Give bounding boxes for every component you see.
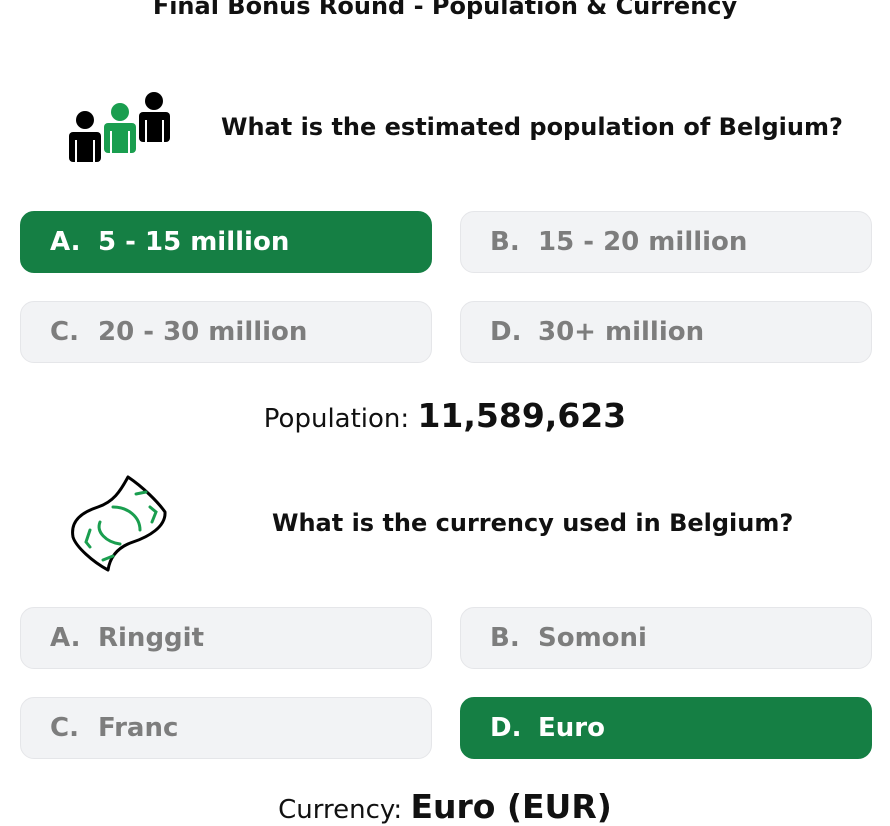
option-a[interactable]: A. 5 - 15 million xyxy=(20,211,432,273)
option-a[interactable]: A. Ringgit xyxy=(20,607,432,669)
page-title: Final Bonus Round - Population & Currenc… xyxy=(152,0,738,20)
people-icon xyxy=(66,90,176,169)
currency-result: Currency: Euro (EUR) xyxy=(0,787,890,826)
option-label: 15 - 20 million xyxy=(538,227,748,257)
option-letter: A. xyxy=(50,623,81,653)
option-letter: B. xyxy=(490,227,520,257)
population-result: Population: 11,589,623 xyxy=(0,396,890,435)
option-letter: D. xyxy=(490,317,522,347)
result-label: Population: xyxy=(263,404,410,434)
option-label: Somoni xyxy=(538,623,647,653)
option-label: Franc xyxy=(98,713,179,743)
result-label: Currency: xyxy=(278,795,403,825)
option-letter: C. xyxy=(50,713,79,743)
option-c[interactable]: C. Franc xyxy=(20,697,432,759)
option-b[interactable]: B. Somoni xyxy=(460,607,872,669)
option-letter: C. xyxy=(50,317,79,347)
option-d[interactable]: D. Euro xyxy=(460,697,872,759)
option-label: 5 - 15 million xyxy=(98,227,290,257)
question-text: What is the estimated population of Belg… xyxy=(221,113,843,141)
option-label: Euro xyxy=(538,713,605,743)
result-value: Euro (EUR) xyxy=(410,787,612,826)
question-text: What is the currency used in Belgium? xyxy=(272,509,794,537)
banknote-icon xyxy=(68,472,172,578)
option-letter: A. xyxy=(50,227,81,257)
option-letter: B. xyxy=(490,623,520,653)
option-letter: D. xyxy=(490,713,522,743)
result-value: 11,589,623 xyxy=(417,396,627,435)
option-label: 20 - 30 million xyxy=(98,317,308,347)
option-d[interactable]: D. 30+ million xyxy=(460,301,872,363)
option-b[interactable]: B. 15 - 20 million xyxy=(460,211,872,273)
option-label: 30+ million xyxy=(538,317,705,347)
option-c[interactable]: C. 20 - 30 million xyxy=(20,301,432,363)
option-label: Ringgit xyxy=(98,623,205,653)
